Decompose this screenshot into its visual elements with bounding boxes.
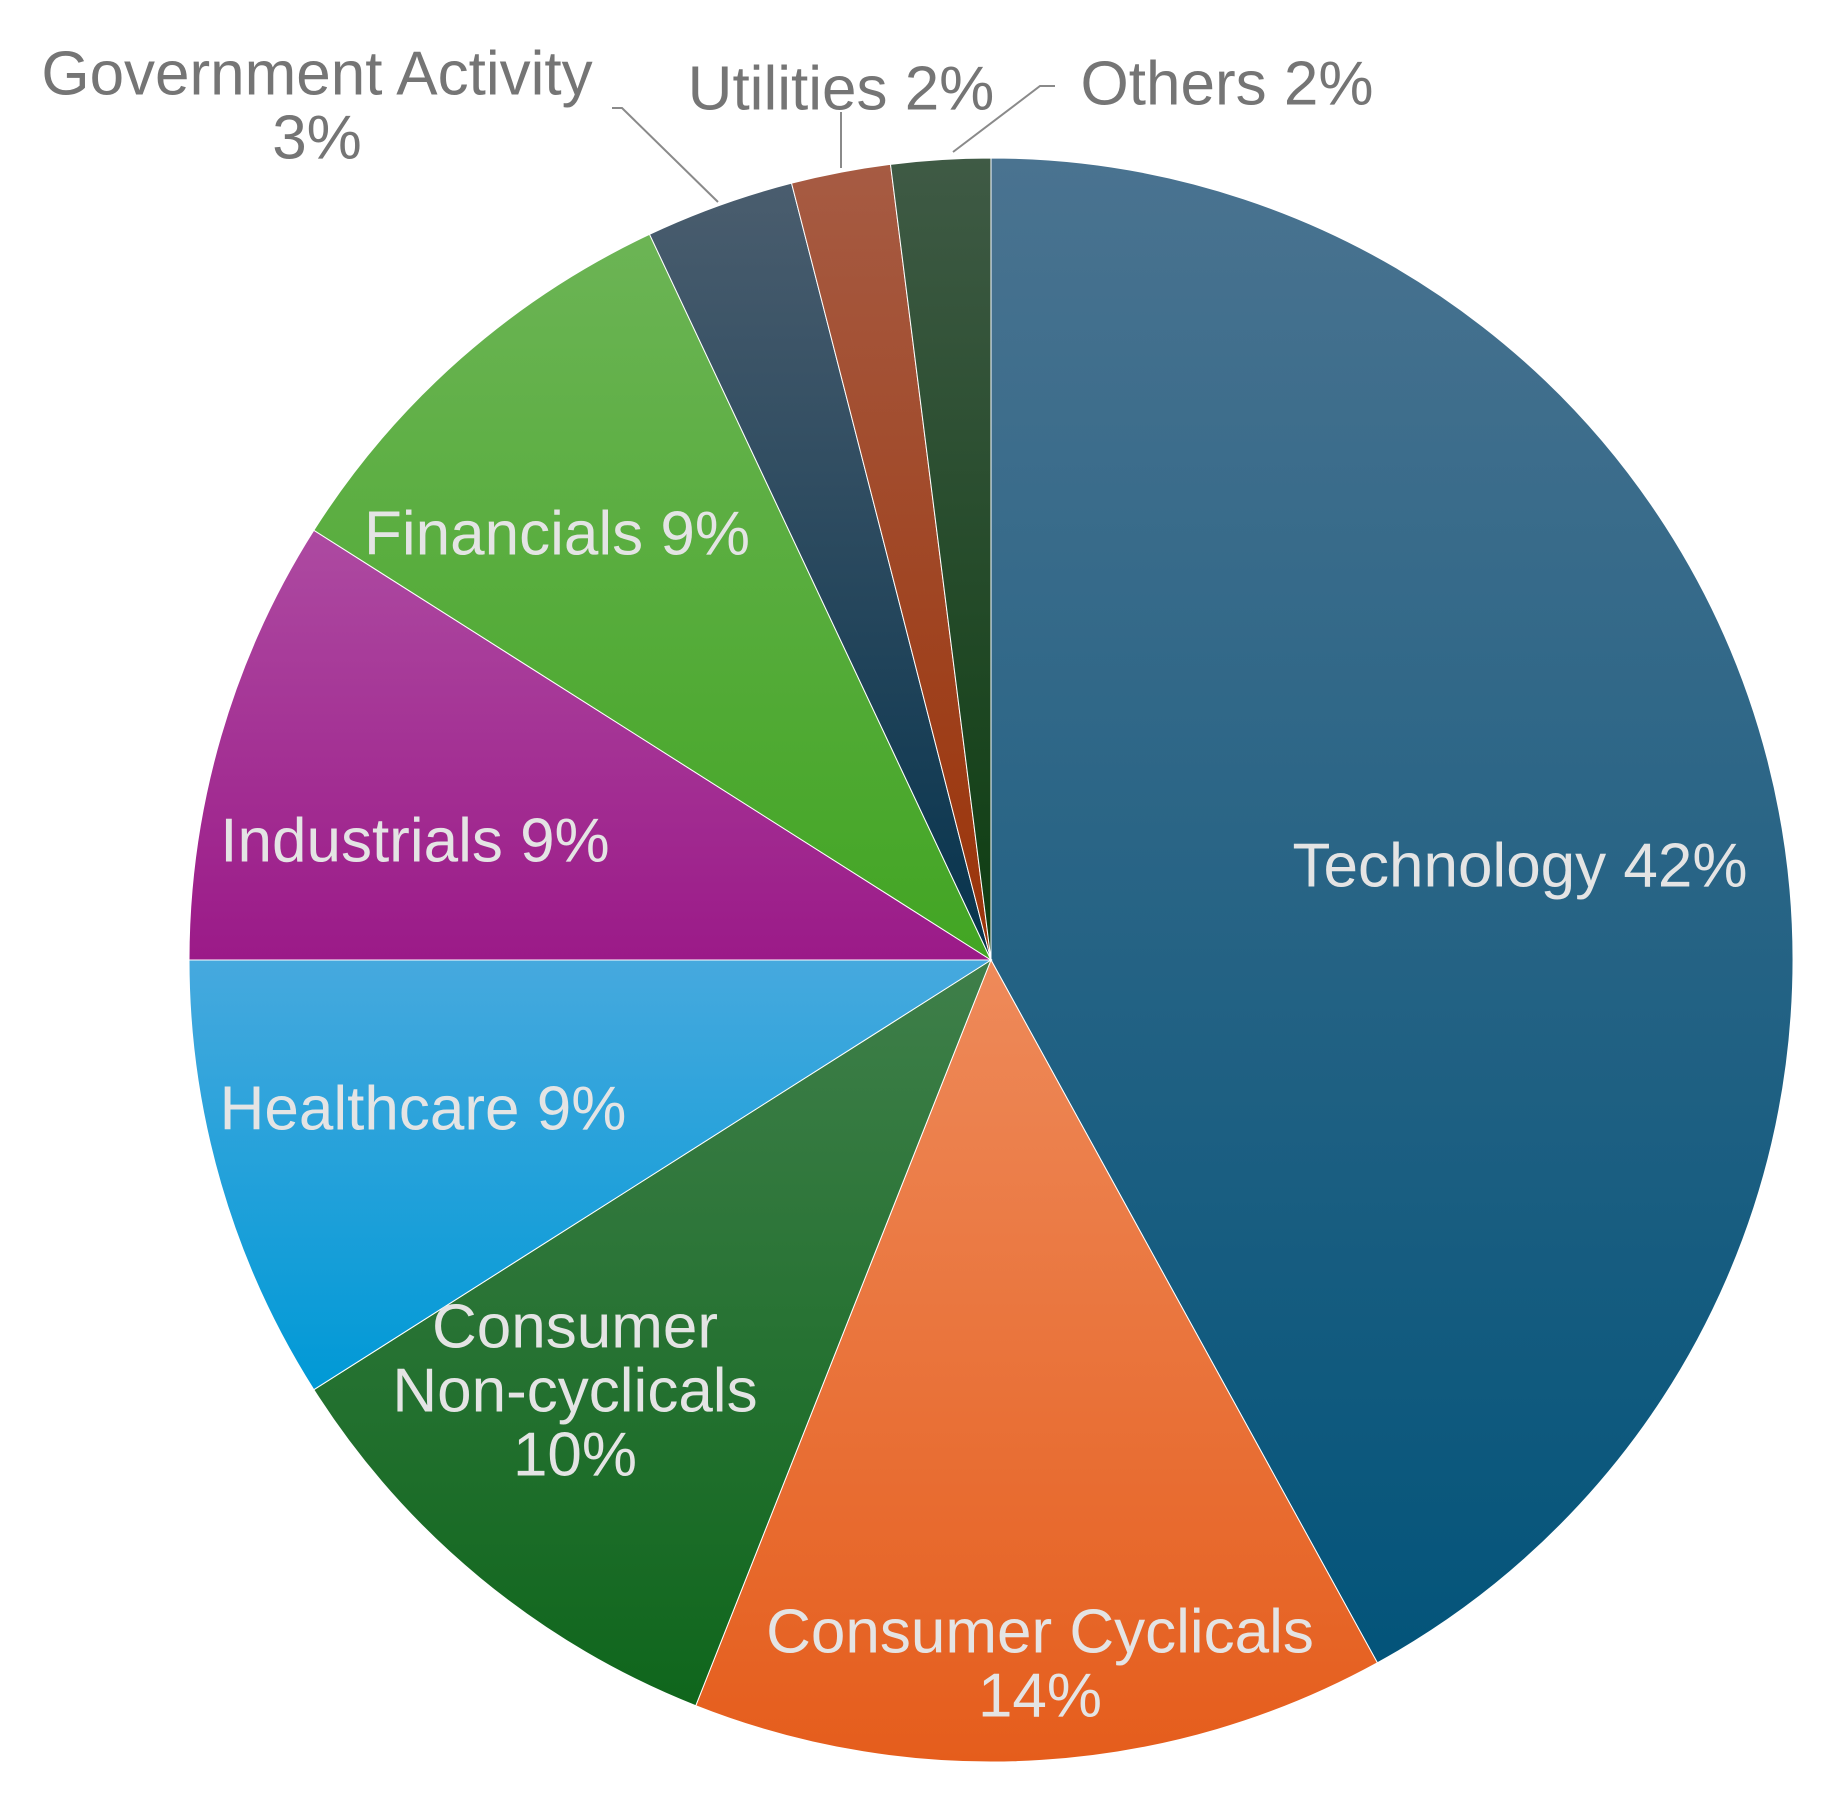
slice-label-line: Technology 42% [1293, 831, 1748, 900]
slice-label-government-activity: Government Activity 3% [41, 39, 592, 172]
slice-label-line: Financials 9% [364, 499, 750, 568]
leader-line-government-activity [612, 107, 719, 203]
pie-slice-consumer-cyclicals [695, 958, 1379, 1763]
pie-slice-healthcare [188, 959, 993, 1391]
leader-line-others [952, 85, 1055, 153]
pie-slice-industrials [188, 529, 993, 961]
slice-label-consumer-cyclicals: Consumer Cyclicals 14% [766, 1597, 1314, 1730]
slice-label-others: Others 2% [1081, 49, 1374, 118]
slice-label-line: Industrials 9% [220, 806, 609, 875]
slice-label-line: 10% [513, 1420, 637, 1489]
pie-slice-financials [313, 233, 993, 962]
pie-slices [188, 157, 1794, 1763]
slice-label-line: Healthcare 9% [220, 1074, 627, 1143]
pie-slice-consumer-non-cyclicals [313, 958, 993, 1707]
pie-slice-technology [990, 157, 1794, 1664]
slice-label-line: Others 2% [1081, 49, 1374, 118]
slice-label-financials: Financials 9% [364, 499, 750, 568]
slice-label-line: Government Activity [41, 39, 592, 108]
slice-label-line: Utilities 2% [688, 54, 995, 123]
slice-labels: Technology 42%Consumer Cyclicals 14%Consu… [41, 39, 1747, 1730]
leader-lines [612, 85, 1055, 203]
slice-label-healthcare: Healthcare 9% [220, 1074, 627, 1143]
slice-label-line: 14% [978, 1661, 1102, 1730]
slice-label-line: 3% [272, 103, 362, 172]
slice-label-line: Non-cyclicals [392, 1356, 757, 1425]
slice-label-line: Consumer Cyclicals [766, 1597, 1314, 1666]
slice-label-technology: Technology 42% [1293, 831, 1748, 900]
slice-label-line: Consumer [432, 1292, 718, 1361]
slice-label-consumer-non-cyclicals: Consumer Non-cyclicals 10% [392, 1292, 757, 1489]
pie-slice-others [889, 157, 992, 961]
slice-label-utilities: Utilities 2% [688, 54, 995, 123]
slice-label-industrials: Industrials 9% [220, 806, 609, 875]
